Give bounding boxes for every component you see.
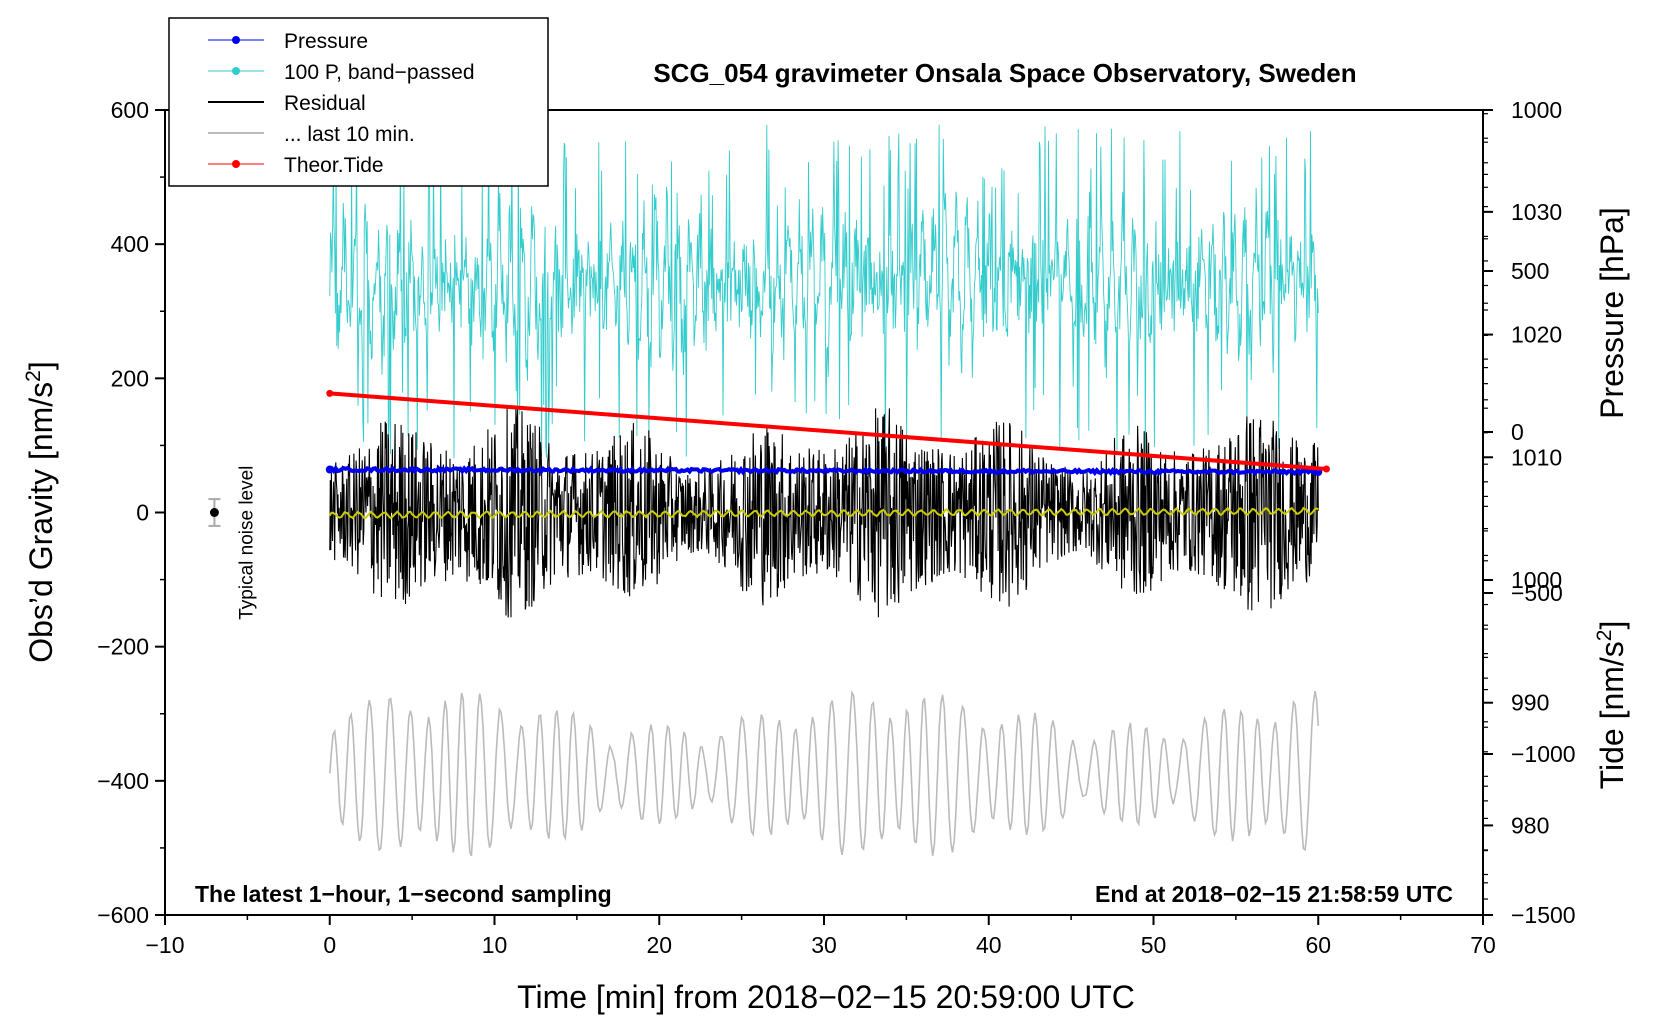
legend-marker-tide	[232, 160, 240, 168]
series-pressure	[329, 464, 1320, 477]
y-axis-left-title: Obs’d Gravity [nm/s2]	[22, 361, 59, 663]
x-tick-label: 70	[1470, 932, 1496, 958]
series-theor-tide	[329, 391, 1327, 472]
legend-marker-bandpassed	[232, 67, 240, 75]
tide-tick-label: 0	[1511, 419, 1524, 445]
legend-entry-last10: ... last 10 min.	[208, 123, 415, 146]
pressure-tick-label: 1020	[1511, 322, 1562, 348]
x-tick-label: 60	[1305, 932, 1331, 958]
legend: Pressure 100 P, band−passed Residual ...…	[168, 17, 549, 187]
x-tick-label: 50	[1141, 932, 1167, 958]
chart-title: SCG_054 gravimeter Onsala Space Observat…	[653, 58, 1356, 88]
tide-tick-label: −1000	[1511, 741, 1576, 767]
annotation-end-time: End at 2018−02−15 21:58:59 UTC	[1095, 881, 1453, 907]
y-tick-label: −600	[97, 902, 149, 928]
tide-tick-label: −500	[1511, 580, 1563, 606]
series-layer	[325, 124, 1330, 857]
y-axis-tide-title: Tide [nm/s2]	[1593, 621, 1630, 790]
tide-tick-label: 500	[1511, 258, 1549, 284]
tide-start-marker	[326, 389, 334, 397]
x-tick-label: 10	[482, 932, 508, 958]
x-tick-label: 0	[323, 932, 336, 958]
legend-label-bandpassed: 100 P, band−passed	[284, 61, 475, 84]
y-axis-left-title-end: ]	[23, 361, 59, 370]
noise-point	[209, 508, 219, 517]
noise-level-label: Typical noise level	[236, 466, 257, 620]
y-axis-pressure-title: Pressure [hPa]	[1594, 207, 1630, 419]
y-axis-tide-title-sup: 2	[1593, 630, 1616, 642]
y-axis-tide-title-main: Tide [nm/s	[1594, 641, 1630, 789]
tide-end-marker	[1322, 465, 1330, 473]
y-axis-left-title-sup: 2	[22, 370, 45, 382]
x-tick-label: −10	[145, 932, 184, 958]
legend-entry-pressure: Pressure	[208, 30, 368, 53]
pressure-tick-label: 1000	[1511, 567, 1562, 593]
y-tick-label: 200	[111, 365, 149, 391]
axes-layer: −10 0 10 20 30 40 50 60 70−600−400−2000200400600…	[97, 97, 1575, 958]
legend-label-residual: Residual	[284, 92, 366, 115]
pressure-tick-label: 990	[1511, 690, 1549, 716]
series-band-passed	[329, 124, 1319, 459]
legend-label-pressure: Pressure	[284, 30, 368, 53]
y-tick-label: 400	[111, 231, 149, 257]
legend-marker-pressure	[232, 36, 240, 44]
legend-entry-residual: Residual	[208, 92, 366, 115]
legend-label-last10: ... last 10 min.	[284, 123, 415, 146]
series-last-10-min	[329, 689, 1320, 857]
noise-level-marker: Typical noise level	[208, 466, 257, 620]
y-tick-label: 0	[136, 500, 149, 526]
annotation-sampling: The latest 1−hour, 1−second sampling	[195, 881, 612, 907]
y-tick-label: −200	[97, 634, 149, 660]
pressure-start-marker	[325, 465, 334, 474]
tide-tick-label: 1000	[1511, 97, 1562, 123]
pressure-tick-label: 1030	[1511, 199, 1562, 225]
legend-label-tide: Theor.Tide	[284, 154, 384, 177]
legend-entry-bandpassed: 100 P, band−passed	[208, 61, 475, 84]
pressure-tick-label: 980	[1511, 812, 1549, 838]
y-tick-label: 600	[111, 97, 149, 123]
tide-tick-label: −1500	[1511, 902, 1576, 928]
series-smoothed-residual	[328, 506, 1319, 520]
y-axis-left-title-main: Obs’d Gravity [nm/s	[23, 382, 59, 663]
legend-entry-tide: Theor.Tide	[208, 154, 384, 177]
series-residual	[329, 407, 1319, 618]
x-axis-title: Time [min] from 2018−02−15 20:59:00 UTC	[517, 979, 1135, 1015]
x-tick-label: 30	[811, 932, 837, 958]
x-tick-label: 20	[646, 932, 672, 958]
y-tick-label: −400	[97, 768, 149, 794]
y-axis-tide-title-end: ]	[1594, 621, 1630, 630]
pressure-tick-label: 1010	[1511, 444, 1562, 470]
x-tick-label: 40	[976, 932, 1002, 958]
